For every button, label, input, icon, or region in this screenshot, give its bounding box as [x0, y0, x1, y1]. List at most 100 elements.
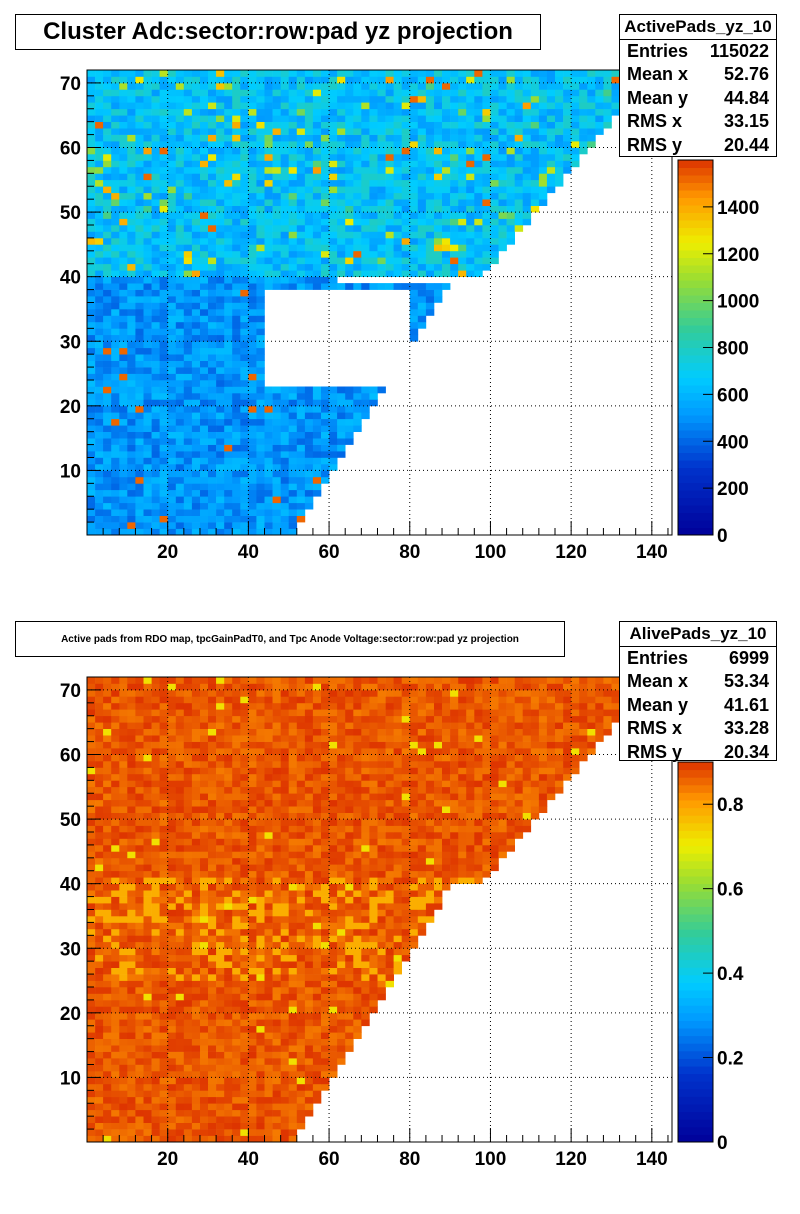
heatmap-cell: [183, 341, 193, 349]
heatmap-cell: [200, 857, 209, 865]
heatmap-cell: [361, 412, 370, 420]
heatmap-cell: [361, 890, 370, 897]
heatmap-cell: [143, 147, 152, 155]
heatmap-cell: [321, 922, 330, 930]
heatmap-cell: [216, 225, 225, 232]
heatmap-cell: [345, 102, 354, 110]
heatmap-cell: [514, 121, 524, 129]
heatmap-cell: [530, 199, 540, 206]
heatmap-cell: [167, 1103, 177, 1111]
heatmap-cells-0: [87, 70, 653, 536]
heatmap-cell: [95, 205, 104, 213]
heatmap-cell: [135, 147, 144, 155]
heatmap-cell: [304, 141, 314, 148]
heatmap-cell: [401, 935, 411, 943]
heatmap-cell: [167, 916, 177, 923]
heatmap-cell: [272, 1045, 281, 1052]
heatmap-cell: [200, 373, 209, 381]
heatmap-cell: [296, 948, 306, 956]
heatmap-cell: [280, 896, 290, 904]
heatmap-cell: [337, 386, 346, 394]
heatmap-cell: [119, 257, 128, 265]
heatmap-cell: [321, 225, 330, 232]
heatmap-cell: [450, 270, 459, 277]
heatmap-cell: [103, 121, 112, 129]
heatmap-cell: [353, 386, 362, 394]
heatmap-cell: [95, 1129, 104, 1136]
heatmap-cell: [191, 147, 201, 155]
heatmap-cell: [514, 82, 524, 90]
heatmap-cell: [183, 496, 193, 504]
heatmap-cell: [385, 108, 394, 116]
heatmap-cell: [143, 987, 152, 994]
heatmap-cell: [312, 154, 322, 161]
heatmap-cell: [143, 1019, 152, 1027]
heatmap-cell: [450, 263, 459, 271]
heatmap-cell: [232, 392, 241, 400]
heatmap-cell: [563, 141, 572, 148]
heatmap-cell: [329, 263, 338, 271]
heatmap-cell: [87, 883, 96, 891]
heatmap-cell: [321, 877, 330, 884]
heatmap-cell: [288, 166, 298, 174]
heatmap-cell: [103, 954, 112, 962]
heatmap-cell: [216, 425, 225, 432]
heatmap-cell: [264, 999, 273, 1007]
heatmap-cell: [288, 237, 298, 245]
heatmap-cell: [151, 95, 160, 103]
heatmap-cell: [272, 134, 281, 142]
heatmap-cell: [111, 476, 120, 484]
heatmap-cell: [458, 134, 467, 142]
heatmap-cell: [482, 244, 491, 252]
heatmap-cell: [87, 987, 96, 994]
heatmap-cell: [337, 425, 346, 432]
heatmap-cell: [119, 922, 128, 930]
heatmap-cell: [119, 1135, 128, 1143]
heatmap-cell: [312, 250, 322, 258]
heatmap-cell: [87, 464, 96, 471]
heatmap-cell: [143, 1083, 152, 1091]
heatmap-cell: [329, 76, 338, 84]
heatmap-cell: [264, 115, 273, 122]
heatmap-cell: [603, 89, 612, 97]
heatmap-cell: [256, 457, 265, 465]
heatmap-cell: [167, 1135, 177, 1143]
heatmap-cell: [200, 386, 209, 394]
heatmap-cell: [151, 360, 160, 368]
heatmap-cell: [200, 851, 209, 859]
heatmap-cell: [191, 121, 201, 129]
heatmap-cell: [369, 102, 378, 110]
heatmap-cell: [256, 1058, 265, 1065]
heatmap-cell: [95, 851, 104, 859]
heatmap-cell: [232, 980, 241, 988]
heatmap-cell: [296, 1109, 306, 1117]
heatmap-cell: [329, 121, 338, 129]
heatmap-cell: [87, 1083, 96, 1091]
heatmap-cell: [232, 903, 241, 910]
heatmap-cell: [216, 870, 225, 878]
heatmap-cell: [216, 838, 225, 846]
heatmap-cell: [111, 160, 120, 168]
heatmap-cell: [127, 95, 136, 103]
heatmap-cell: [103, 263, 112, 271]
heatmap-cell: [571, 160, 580, 168]
heatmap-cell: [175, 354, 185, 361]
heatmap-cell: [208, 438, 217, 445]
heatmap-cell: [280, 89, 290, 97]
heatmap-cell: [200, 315, 209, 323]
heatmap-cell: [191, 425, 201, 432]
heatmap-cell: [111, 276, 120, 284]
heatmap-cell: [546, 70, 556, 77]
heatmap-cell: [417, 186, 427, 194]
heatmap-cell: [119, 476, 128, 484]
heatmap-cell: [264, 838, 273, 846]
heatmap-cell: [337, 412, 346, 420]
heatmap-cell: [175, 909, 185, 917]
heatmap-cell: [159, 392, 168, 400]
heatmap-cell: [135, 489, 144, 497]
heatmap-cell: [111, 289, 120, 297]
heatmap-cell: [240, 909, 249, 917]
heatmap-cell: [296, 244, 306, 252]
heatmap-cell: [240, 1116, 249, 1123]
heatmap-cell: [175, 1045, 185, 1052]
